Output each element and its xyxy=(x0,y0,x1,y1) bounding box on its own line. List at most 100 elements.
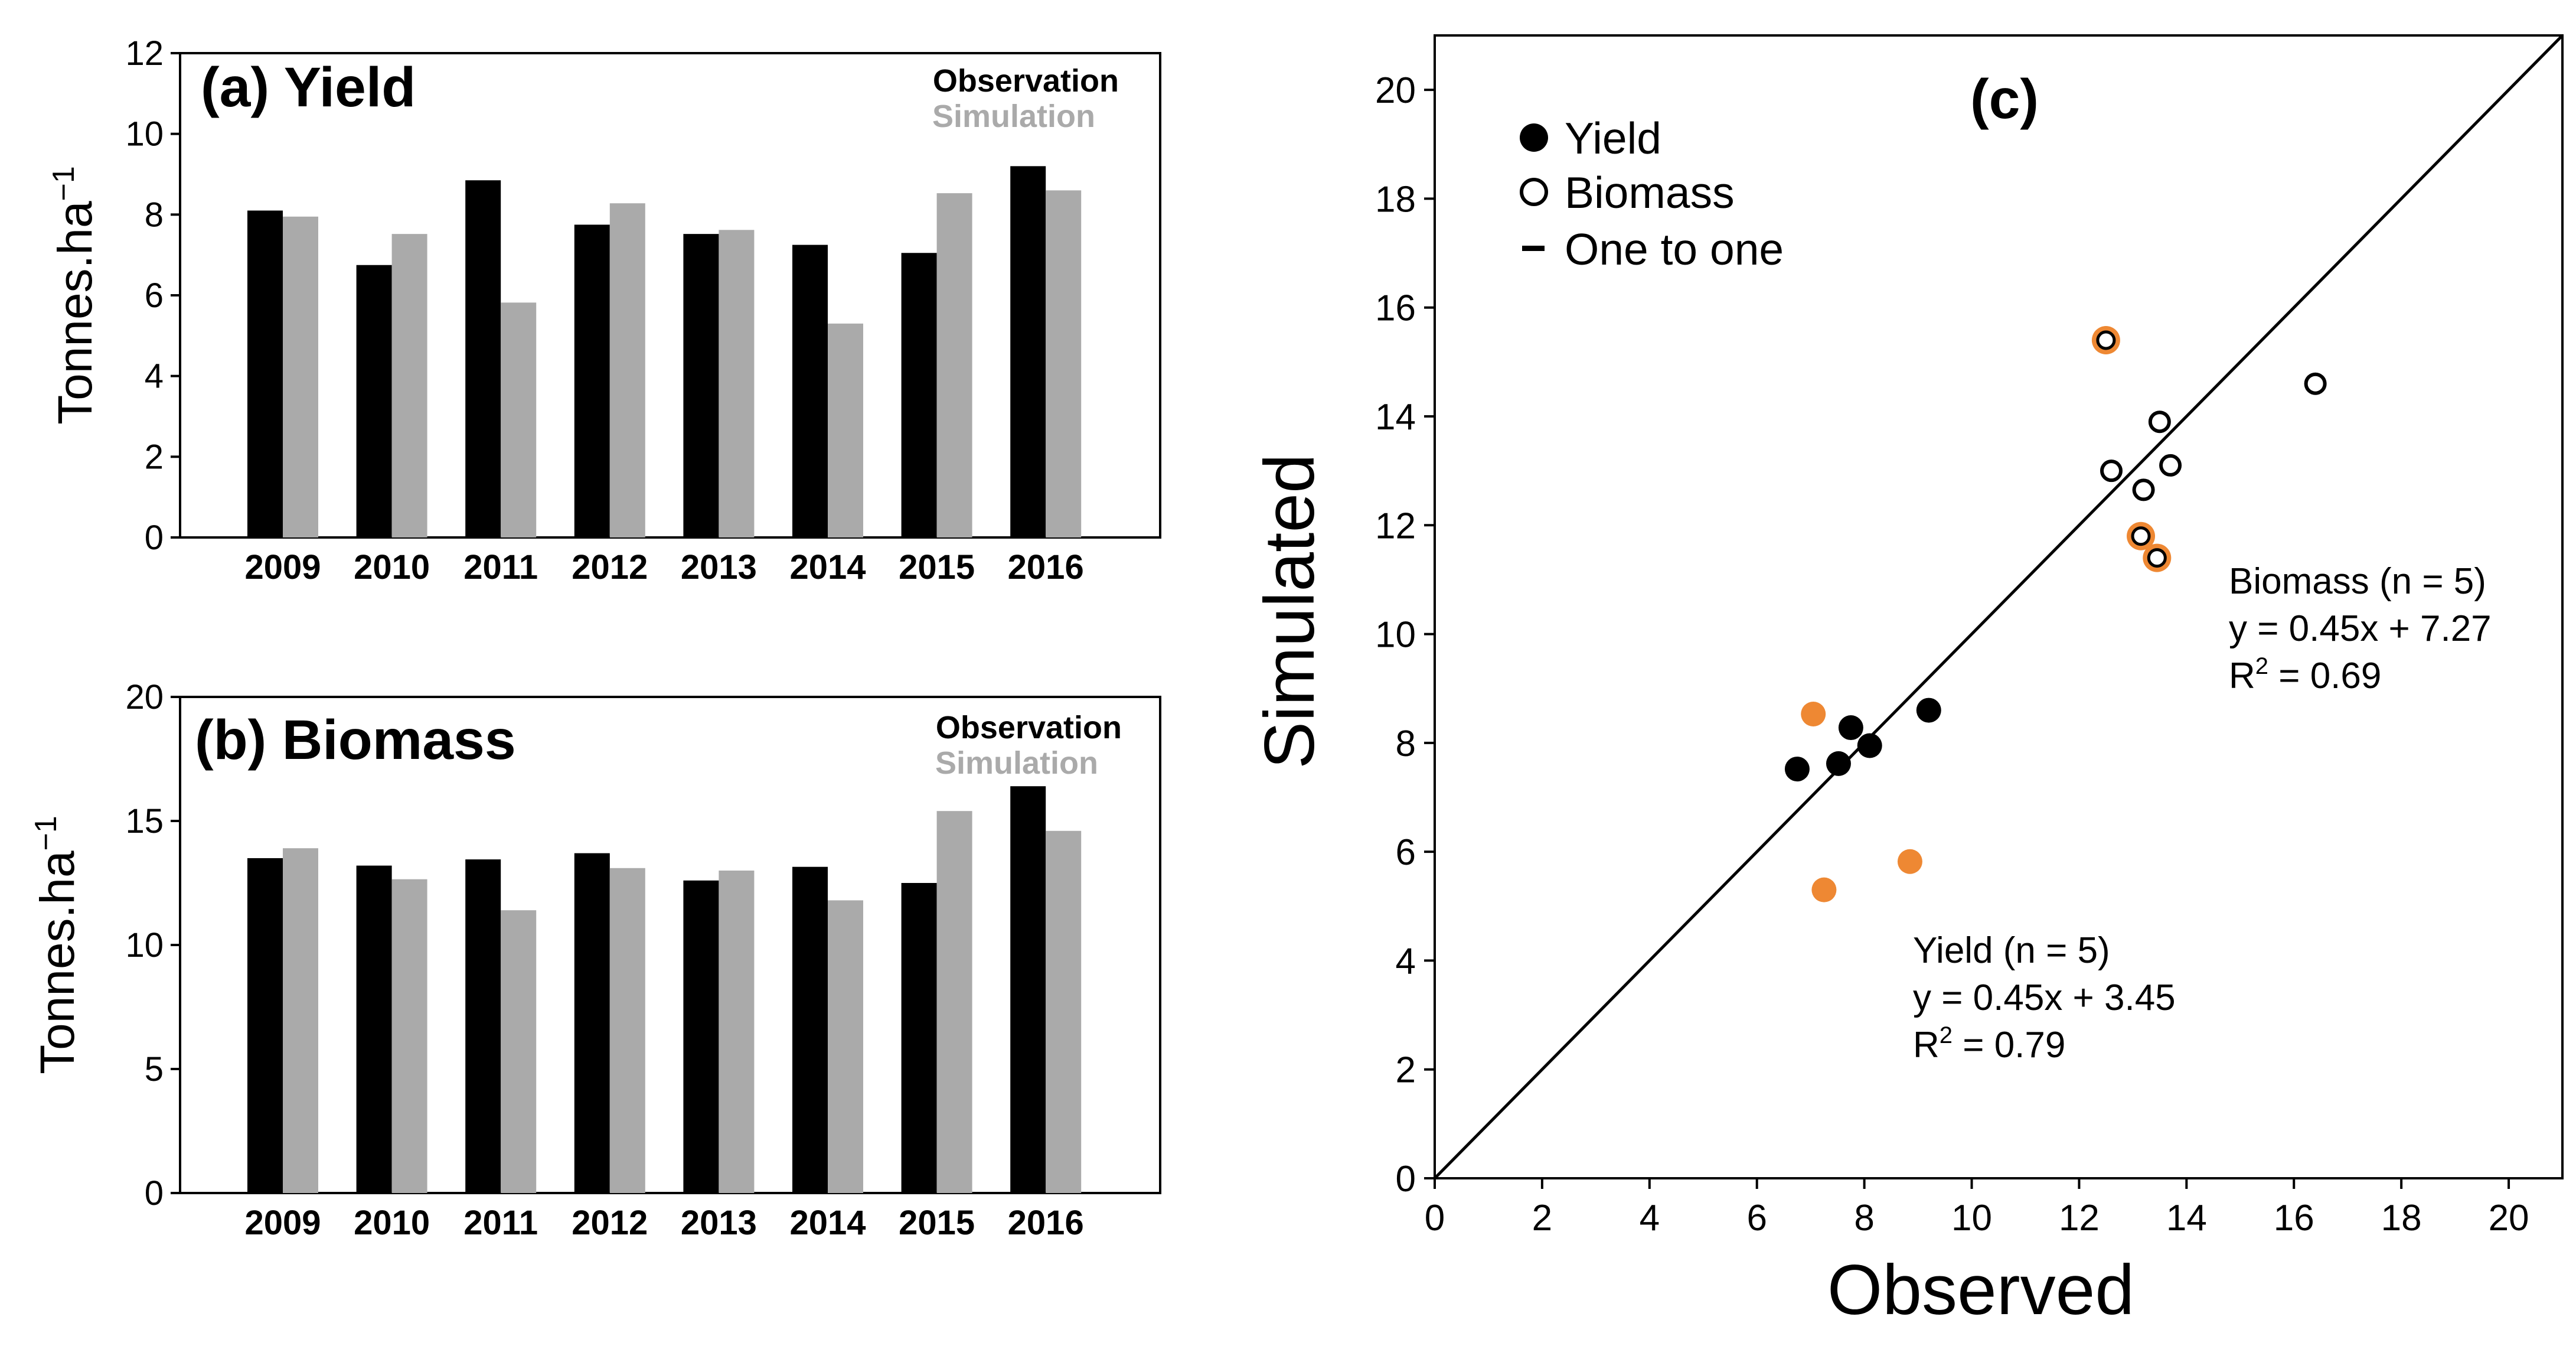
bar-observation-2014 xyxy=(792,866,828,1193)
bar-observation-2011 xyxy=(465,180,501,537)
y-tick-label: 2 xyxy=(145,438,164,476)
biomass-point xyxy=(2304,372,2327,395)
biomass-point xyxy=(2148,410,2171,434)
legend-biomass: Biomass xyxy=(1565,168,1735,217)
yield-point xyxy=(1857,733,1882,758)
y-tick-label: 10 xyxy=(1375,615,1416,656)
bar-simulation-2016 xyxy=(1046,830,1082,1193)
y-tick-label: 18 xyxy=(1375,179,1416,220)
biomass-point xyxy=(2159,454,2182,477)
x-tick-label: 18 xyxy=(2381,1198,2422,1239)
bar-simulation-2010 xyxy=(391,234,427,538)
x-tick-label: 12 xyxy=(2059,1198,2100,1239)
legend-observation: Observation xyxy=(936,710,1122,745)
y-tick-label: 0 xyxy=(145,519,164,557)
bar-simulation-2012 xyxy=(609,868,645,1193)
bar-observation-2014 xyxy=(792,245,828,537)
bar-observation-2009 xyxy=(247,210,283,537)
one-to-one-line xyxy=(1434,34,2564,1179)
biomass-point xyxy=(2096,330,2116,350)
y-tick-label: 6 xyxy=(1396,832,1416,873)
x-tick-label: 2016 xyxy=(1008,548,1084,586)
yield-regression-note: Yield (n = 5) y = 0.45x + 3.45 R2 = 0.79 xyxy=(1913,930,2176,1065)
bar-observation-2013 xyxy=(683,880,719,1193)
bar-simulation-2011 xyxy=(501,302,537,537)
y-tick-label: 8 xyxy=(1396,724,1416,764)
bar-observation-2010 xyxy=(356,865,392,1193)
legend-simulation: Simulation xyxy=(932,99,1095,134)
x-tick-label: 2015 xyxy=(899,1204,975,1242)
legend-line-marker xyxy=(1522,246,1545,251)
bar-observation-2016 xyxy=(1010,786,1046,1193)
y-tick-label: 15 xyxy=(125,802,164,840)
x-tick-label: 2016 xyxy=(1008,1204,1084,1242)
y-tick-label: 6 xyxy=(145,276,164,315)
biomass-point xyxy=(2147,548,2167,568)
y-tick-label: 20 xyxy=(125,678,164,716)
bar-simulation-2014 xyxy=(828,323,863,537)
x-tick-label: 2010 xyxy=(354,1204,430,1242)
bar-simulation-2009 xyxy=(283,848,318,1193)
bar-observation-2011 xyxy=(465,859,501,1193)
biomass-point xyxy=(2100,459,2123,483)
y-tick-label: 16 xyxy=(1375,288,1416,329)
y-tick-label: 10 xyxy=(125,926,164,964)
x-axis-label: Observed xyxy=(1827,1250,2134,1329)
biomass-n: Biomass (n = 5) xyxy=(2229,561,2486,602)
legend-yield-marker xyxy=(1520,123,1548,152)
y-axis-label: Tonnes.ha−1 xyxy=(29,816,84,1074)
bar-observation-2012 xyxy=(574,224,610,538)
yield-point xyxy=(1916,698,1941,723)
bar-simulation-2013 xyxy=(719,871,755,1193)
bar-simulation-2015 xyxy=(936,811,972,1193)
biomass-point xyxy=(2132,478,2155,501)
x-tick-label: 2009 xyxy=(244,1204,321,1242)
x-tick-label: 2011 xyxy=(463,1204,538,1242)
x-tick-label: 2013 xyxy=(681,548,757,586)
y-tick-label: 8 xyxy=(145,195,164,234)
x-tick-label: 2014 xyxy=(789,548,866,586)
x-tick-label: 2010 xyxy=(354,548,430,586)
y-tick-label: 2 xyxy=(1396,1050,1416,1091)
yield-point xyxy=(1811,877,1837,902)
bar-observation-2016 xyxy=(1010,166,1046,537)
legend-yield: Yield xyxy=(1565,113,1661,163)
y-tick-label: 20 xyxy=(1375,70,1416,111)
bar-observation-2013 xyxy=(683,234,719,538)
yield-point xyxy=(1784,757,1810,782)
x-tick-label: 6 xyxy=(1746,1198,1767,1239)
yield-point xyxy=(1826,751,1851,776)
bar-observation-2015 xyxy=(901,253,937,537)
legend-biomass-marker xyxy=(1520,178,1548,206)
yield-r2: R2 = 0.79 xyxy=(1913,1022,2065,1065)
y-tick-label: 14 xyxy=(1375,397,1416,438)
yield-bar-chart: (a) Yield Observation Simulation Tonnes.… xyxy=(47,34,1161,586)
bar-simulation-2011 xyxy=(501,910,537,1193)
yield-equation: y = 0.45x + 3.45 xyxy=(1913,977,2176,1018)
y-tick-label: 0 xyxy=(145,1174,164,1213)
x-tick-label: 2015 xyxy=(899,548,975,586)
x-tick-label: 2011 xyxy=(463,548,538,586)
bar-simulation-2009 xyxy=(283,216,318,537)
y-tick-label: 4 xyxy=(1396,941,1416,982)
panel-title: (c) xyxy=(1970,68,2039,131)
bar-simulation-2012 xyxy=(609,203,645,537)
x-tick-label: 4 xyxy=(1640,1198,1660,1239)
legend: Yield Biomass One to one xyxy=(1520,113,1784,274)
x-tick-label: 16 xyxy=(2274,1198,2314,1239)
x-tick-label: 2013 xyxy=(681,1204,757,1242)
y-axis-label: Simulated xyxy=(1250,454,1329,769)
x-tick-label: 10 xyxy=(1951,1198,1992,1239)
bar-simulation-2010 xyxy=(391,879,427,1193)
biomass-regression-note: Biomass (n = 5) y = 0.45x + 7.27 R2 = 0.… xyxy=(2229,561,2492,696)
y-axis-label: Tonnes.ha−1 xyxy=(47,166,102,425)
x-tick-label: 2009 xyxy=(244,548,321,586)
panel-title: (b) Biomass xyxy=(195,709,516,771)
x-tick-label: 8 xyxy=(1854,1198,1874,1239)
x-tick-label: 14 xyxy=(2166,1198,2207,1239)
x-tick-label: 2012 xyxy=(572,548,648,586)
y-tick-label: 12 xyxy=(1375,506,1416,546)
biomass-equation: y = 0.45x + 7.27 xyxy=(2229,608,2492,649)
